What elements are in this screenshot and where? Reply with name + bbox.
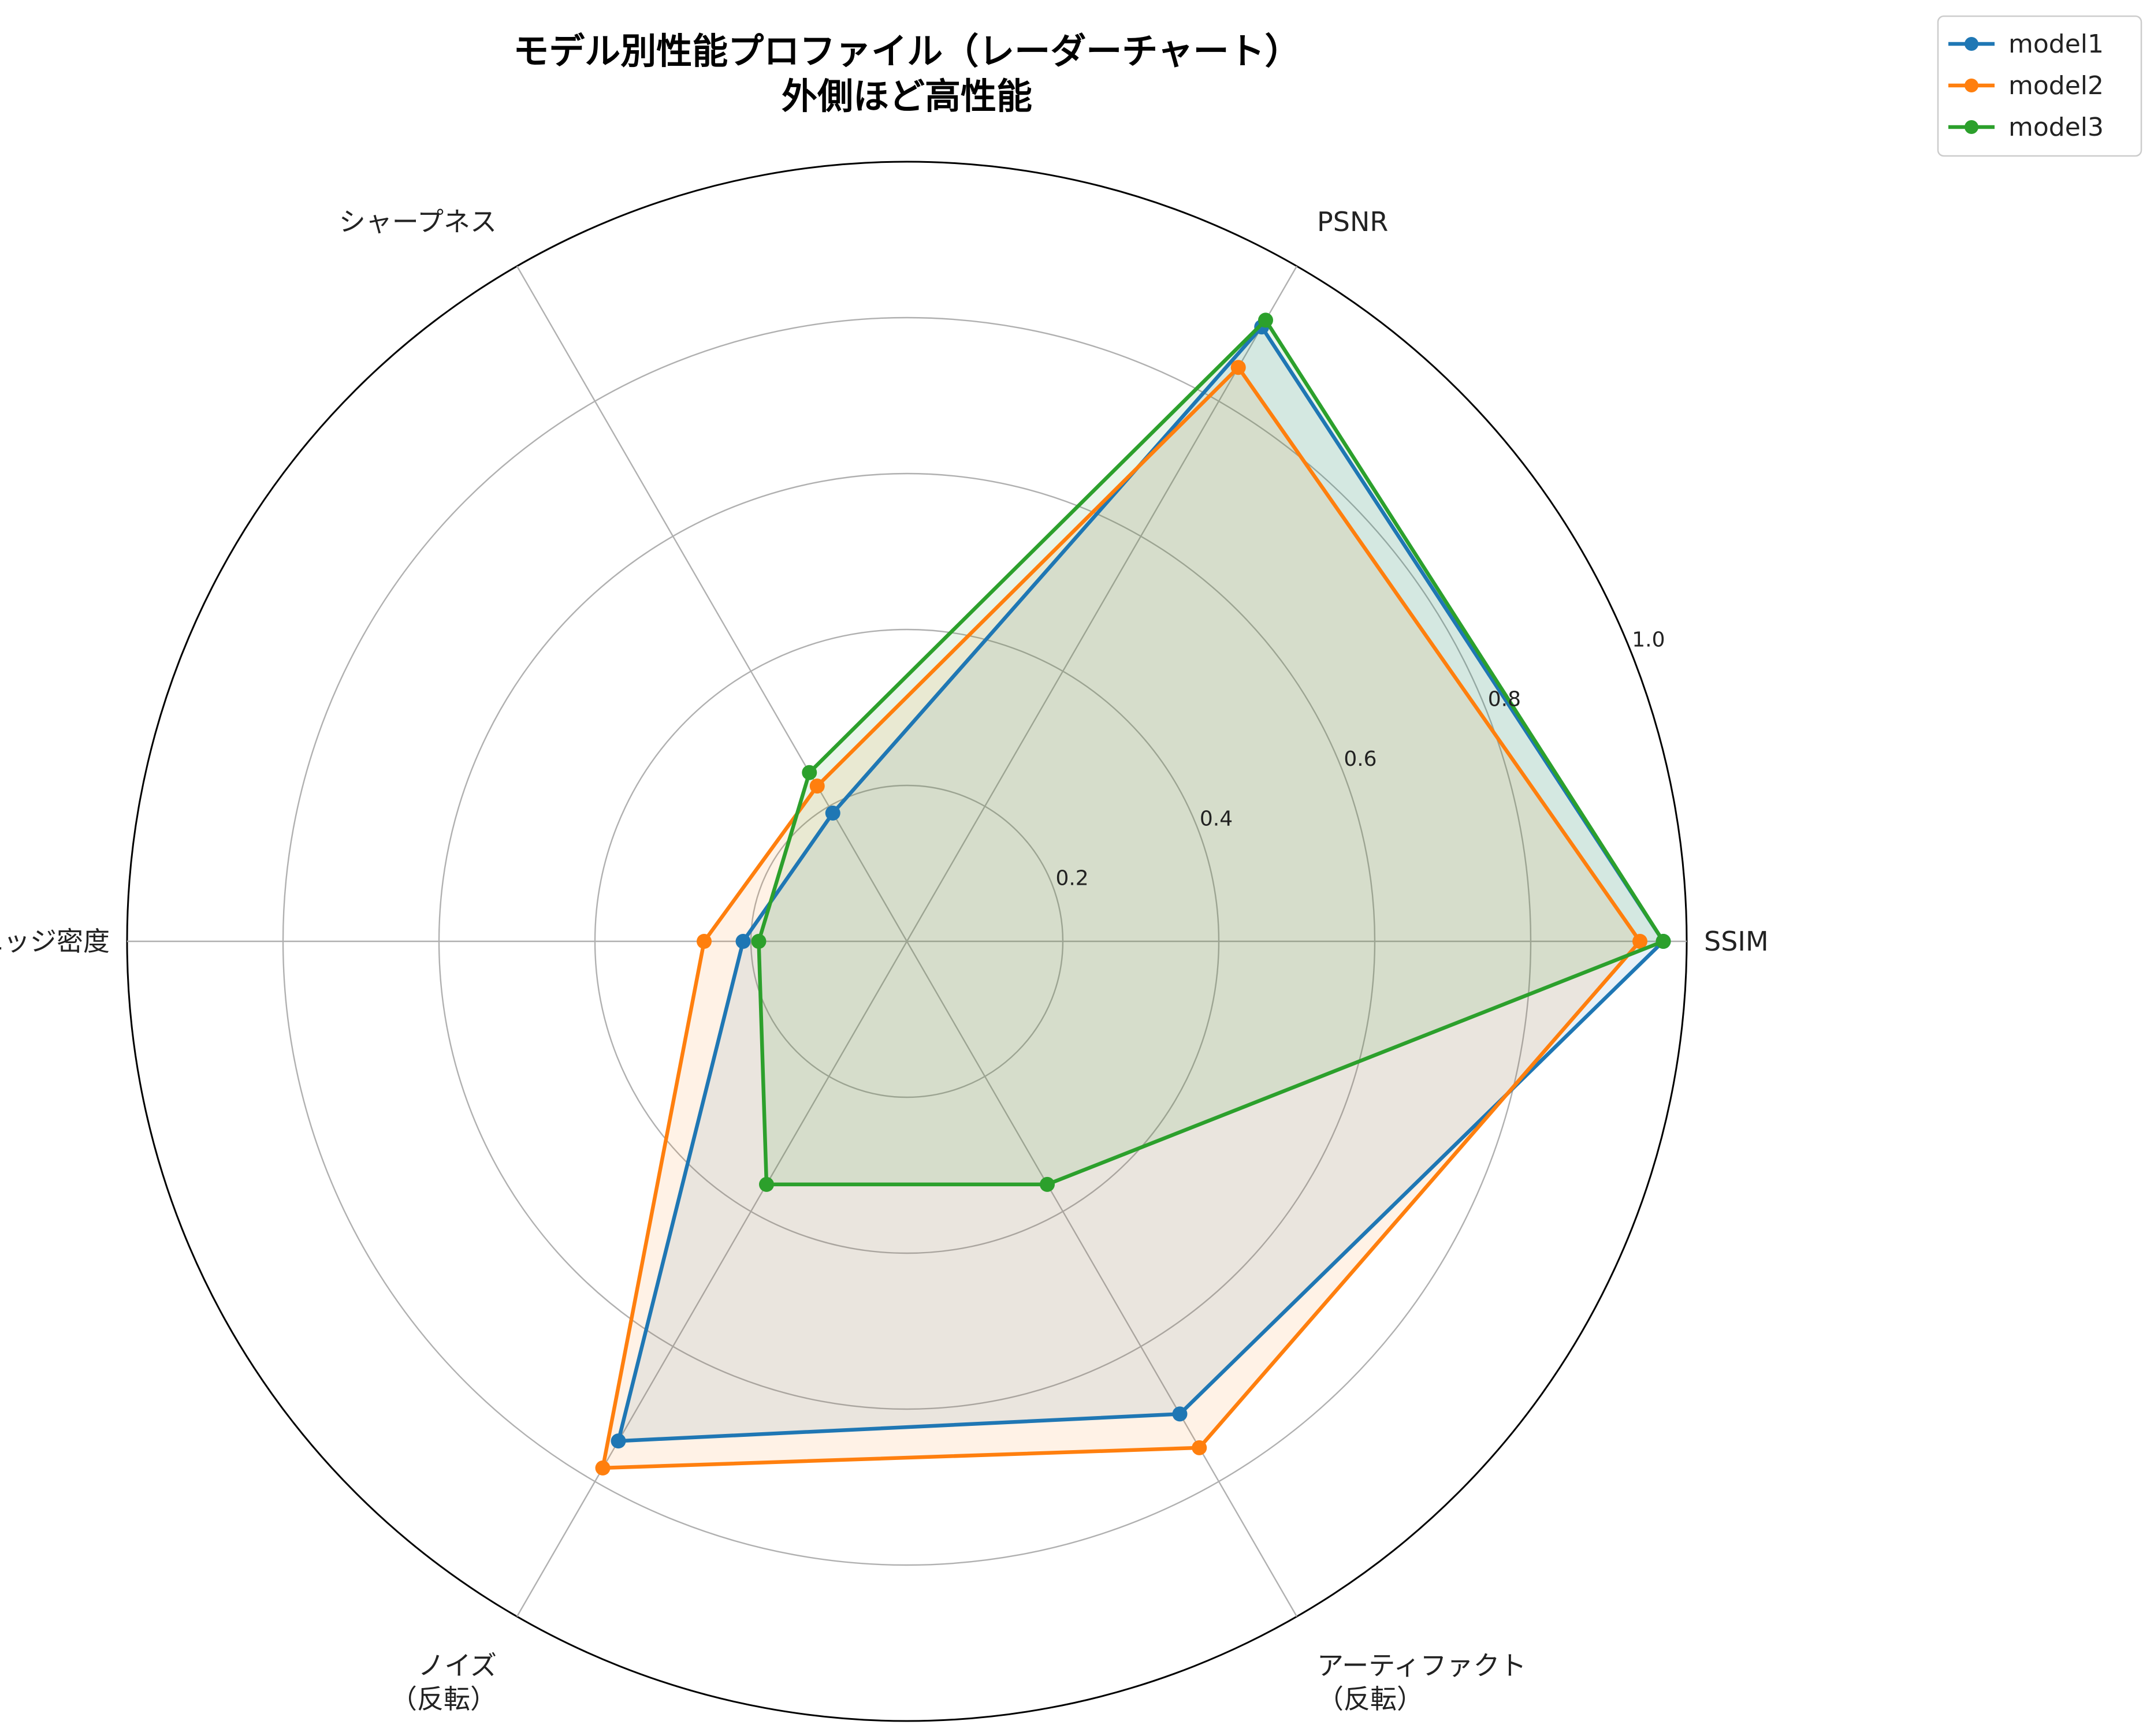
r-tick-label: 0.4 (1200, 807, 1233, 830)
data-point-model1 (735, 934, 751, 949)
series-area-model2 (602, 367, 1640, 1468)
legend-label: model1 (2008, 29, 2104, 59)
data-point-model2 (1192, 1440, 1207, 1455)
legend-swatch-marker (1965, 120, 1978, 134)
chart-title-line-1: モデル別性能プロファイル（レーダーチャート） (513, 30, 1300, 72)
axis-label: シャープネス (339, 206, 497, 237)
axis-label: ノイズ (418, 1650, 497, 1681)
r-tick-label: 0.2 (1055, 867, 1088, 891)
grid-spoke (906, 266, 1298, 942)
chart-title-line-2: 外側ほど高性能 (782, 75, 1032, 117)
series-area-model1 (618, 327, 1664, 1441)
chart-title: モデル別性能プロファイル（レーダーチャート） 外側ほど高性能 (513, 30, 1300, 117)
data-point-model3 (759, 1176, 774, 1192)
axis-label: PSNR (1317, 206, 1388, 237)
data-point-model3 (802, 765, 817, 780)
data-point-model2 (809, 778, 825, 794)
legend-label: model2 (2008, 71, 2104, 100)
legend-box (1937, 15, 2142, 157)
legend: model1 model2 model3 (1937, 15, 2142, 157)
data-point-model3 (1656, 934, 1671, 949)
data-point-model3 (1258, 312, 1273, 328)
r-tick-label: 0.8 (1488, 688, 1521, 711)
data-point-model1 (1172, 1406, 1188, 1422)
radial-tick-labels: 0.2 0.4 0.6 0.8 1.0 (1055, 628, 1665, 890)
legend-swatch-marker (1965, 37, 1978, 51)
axis-label: （反転） (1317, 1683, 1423, 1715)
data-point-model2 (595, 1460, 611, 1476)
grid-spoke (906, 941, 1298, 1617)
axis-label: SSIM (1704, 926, 1769, 957)
data-point-model3 (751, 934, 767, 949)
series-area-model3 (758, 320, 1664, 1184)
data-point-model2 (1632, 934, 1647, 949)
series-layer (595, 312, 1671, 1476)
axis-labels: SSIMPSNRシャープネスエッジ密度ノイズ（反転）アーティファクト（反転） (0, 206, 1769, 1715)
grid-spoke (516, 266, 908, 942)
data-point-model1 (611, 1433, 626, 1449)
r-tick-label: 0.6 (1344, 747, 1377, 771)
legend-label: model3 (2008, 113, 2104, 142)
data-point-model1 (825, 805, 840, 821)
data-point-model3 (1040, 1176, 1055, 1192)
data-point-model2 (1230, 360, 1246, 375)
axis-label: エッジ密度 (0, 926, 110, 957)
legend-swatch-marker (1965, 79, 1978, 92)
axis-label: アーティファクト (1317, 1650, 1526, 1681)
data-point-model2 (697, 934, 712, 949)
r-tick-label: 1.0 (1632, 628, 1665, 651)
grid-spoke (516, 941, 908, 1617)
axis-label: （反転） (390, 1683, 497, 1715)
radial-grid (126, 161, 1688, 1722)
